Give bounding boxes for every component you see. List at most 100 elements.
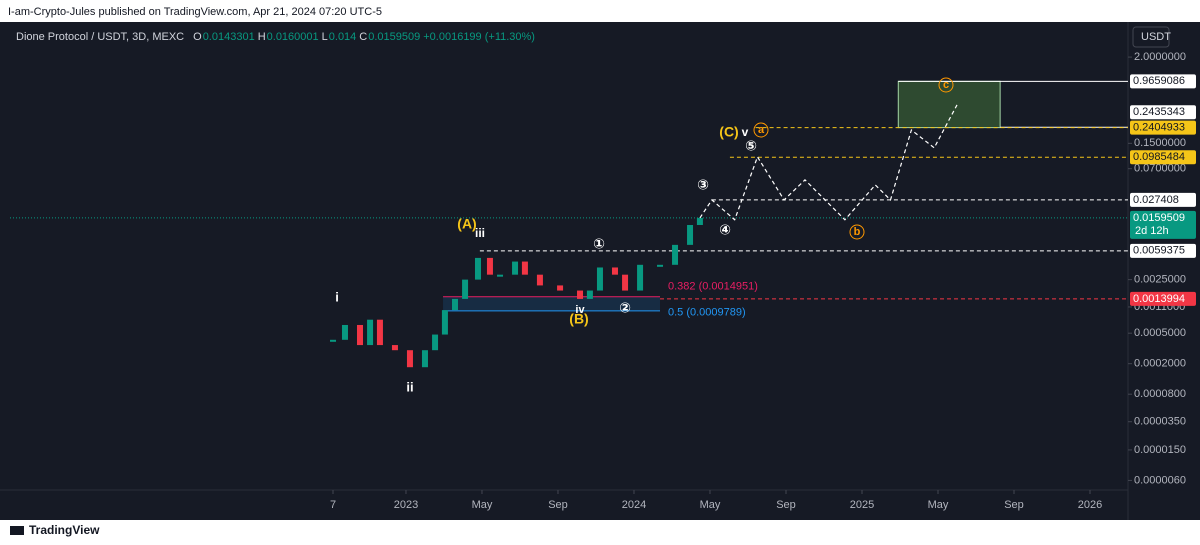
fib-label: 0.5 (0.0009789) [668, 307, 746, 319]
candle [441, 310, 448, 335]
legend-text: Dione Protocol / USDT, 3D, MEXC [16, 31, 184, 43]
candle [432, 334, 439, 351]
candle [367, 319, 374, 346]
candle [687, 224, 694, 245]
banner-bg [0, 0, 1200, 22]
x-tick-label: May [928, 499, 949, 511]
candle [391, 345, 398, 351]
candle [330, 339, 337, 342]
x-tick-label: 2024 [622, 499, 646, 511]
x-tick-label: Sep [1004, 499, 1024, 511]
wave-label: ④ [719, 222, 731, 238]
countdown: 2d 12h [1135, 225, 1169, 237]
wave-circle [849, 224, 865, 240]
legend-text: L [322, 31, 328, 43]
price-label-bg [1130, 120, 1196, 135]
price-label: 0.0059375 [1133, 245, 1185, 257]
candle [596, 267, 603, 291]
candle [672, 244, 679, 265]
candle [341, 324, 348, 340]
wave-label: c [943, 79, 949, 91]
wave-label: ⑤ [745, 138, 757, 154]
legend-text: C [359, 31, 367, 43]
price-label: 0.9659086 [1133, 75, 1185, 87]
price-label-bg [1130, 74, 1196, 89]
x-tick-label: May [472, 499, 493, 511]
candle [376, 319, 383, 346]
candle [611, 267, 618, 275]
legend-text: +0.0016199 (+11.30%) [423, 31, 535, 43]
wave-label: b [854, 226, 861, 238]
candle [557, 285, 564, 291]
wave-label: ① [593, 236, 605, 252]
projection-path [699, 104, 958, 221]
x-tick-label: Sep [548, 499, 568, 511]
wave-label: (A) [457, 216, 476, 232]
footer-bg [0, 520, 1200, 545]
legend-text: 0.0159509 [368, 31, 420, 43]
candle [637, 264, 644, 291]
price-label: 0.0159509 [1133, 212, 1185, 224]
wave-label: (C) [719, 124, 738, 140]
wave-label: a [758, 124, 765, 136]
price-label-bg [1130, 192, 1196, 207]
wave-label: iv [575, 304, 585, 316]
candle [577, 290, 584, 299]
candle [406, 350, 413, 368]
x-tick-label: 7 [330, 499, 336, 511]
y-tick-label: 0.0025000 [1134, 274, 1186, 286]
y-tick-label: 0.0000060 [1134, 474, 1186, 486]
x-tick-label: 2026 [1078, 499, 1102, 511]
candle [696, 217, 703, 225]
y-tick-label: 0.0005000 [1134, 327, 1186, 339]
wave-label: iii [475, 226, 485, 240]
x-tick-label: Sep [776, 499, 796, 511]
candle [657, 264, 664, 267]
candle [536, 274, 543, 286]
price-label-bg [1130, 291, 1196, 306]
candle [421, 350, 428, 368]
y-tick-label: 0.0700000 [1134, 163, 1186, 175]
price-label-bg [1130, 150, 1196, 165]
price-label: 0.2404933 [1133, 122, 1185, 134]
candle [622, 274, 629, 291]
legend-text: 0.0143301 [203, 31, 255, 43]
y-tick-label: 0.1500000 [1134, 137, 1186, 149]
legend-text: 0.0160001 [267, 31, 319, 43]
price-label: 0.0985484 [1133, 151, 1185, 163]
price-label-bg [1130, 243, 1196, 258]
wave-label: ② [619, 300, 631, 316]
wave-label: (B) [569, 311, 588, 327]
candle [356, 324, 363, 346]
candle [586, 290, 593, 299]
y-tick-label: 0.0002000 [1134, 358, 1186, 370]
legend-text: 0.014 [329, 31, 357, 43]
candle [486, 257, 493, 275]
x-tick-label: May [700, 499, 721, 511]
currency-button[interactable] [1132, 26, 1170, 48]
wave-label: ③ [697, 177, 709, 193]
fib-zone [443, 296, 661, 311]
brand: TradingView [29, 523, 100, 537]
price-label: 0.0013994 [1133, 293, 1185, 305]
logo [10, 526, 24, 535]
y-tick-label: 0.0000350 [1134, 416, 1186, 428]
wave-label: i [335, 289, 339, 304]
legend-row: Dione Protocol / USDT, 3D, MEXC O 0.014330… [16, 31, 535, 43]
x-tick-label: 2025 [850, 499, 874, 511]
candle [451, 298, 458, 311]
wave-circle [753, 122, 769, 138]
x-tick-label: 2023 [394, 499, 418, 511]
price-label: 0.2435343 [1133, 106, 1185, 118]
currency[interactable]: USDT [1141, 31, 1171, 43]
wave-circle [938, 77, 954, 93]
candle [521, 261, 528, 275]
legend-text: O [193, 31, 202, 43]
y-tick-label: 0.0000150 [1134, 444, 1186, 456]
price-label-bg [1130, 210, 1196, 239]
y-tick-label: 0.0000800 [1134, 388, 1186, 400]
wave-label: ii [406, 379, 413, 394]
candle [474, 257, 481, 280]
y-tick-label: 2.0000000 [1134, 51, 1186, 63]
